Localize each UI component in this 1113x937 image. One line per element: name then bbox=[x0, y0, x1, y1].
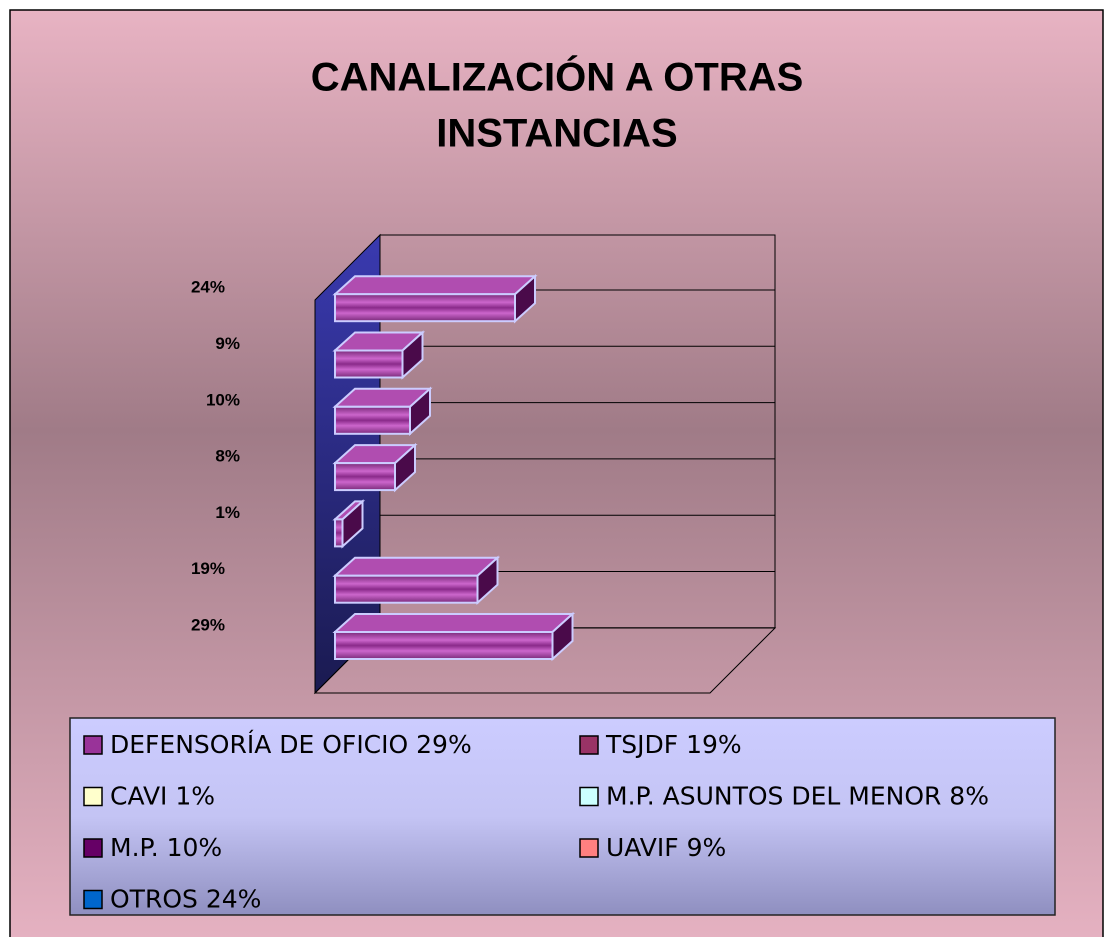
data-label: 29% bbox=[191, 615, 225, 634]
legend-swatch bbox=[83, 786, 103, 807]
legend-label: OTROS 24% bbox=[110, 885, 261, 914]
bar bbox=[334, 405, 411, 435]
legend-label: M.P. 10% bbox=[110, 833, 222, 862]
data-label: 1% bbox=[215, 503, 240, 522]
chart-title: CANALIZACIÓN A OTRAS bbox=[311, 54, 804, 100]
bar bbox=[334, 518, 344, 548]
legend-swatch bbox=[579, 786, 599, 807]
chart-title: INSTANCIAS bbox=[436, 112, 677, 156]
bar bbox=[334, 349, 404, 379]
bar bbox=[334, 293, 516, 323]
data-label: 8% bbox=[215, 447, 240, 466]
bar-top bbox=[332, 613, 576, 633]
legend-swatch bbox=[83, 735, 103, 755]
bar-top bbox=[332, 556, 501, 577]
legend-label: M.P. ASUNTOS DEL MENOR 8% bbox=[606, 782, 989, 811]
data-label: 9% bbox=[215, 334, 240, 353]
legend-swatch bbox=[579, 735, 599, 755]
bar bbox=[334, 574, 479, 604]
legend-label: DEFENSORÍA DE OFICIO 29% bbox=[110, 730, 472, 759]
data-label: 10% bbox=[206, 390, 240, 409]
legend-swatch bbox=[579, 838, 599, 858]
legend-swatch bbox=[83, 838, 103, 858]
bar bbox=[334, 462, 396, 492]
legend-label: TSJDF 19% bbox=[605, 730, 742, 759]
data-label: 24% bbox=[191, 278, 225, 297]
legend-label: CAVI 1% bbox=[110, 782, 215, 811]
bar-top bbox=[332, 275, 538, 296]
legend-label: UAVIF 9% bbox=[606, 833, 726, 862]
bar bbox=[334, 631, 554, 660]
legend-swatch bbox=[83, 889, 103, 910]
legend bbox=[69, 717, 1056, 916]
data-label: 19% bbox=[191, 559, 225, 578]
